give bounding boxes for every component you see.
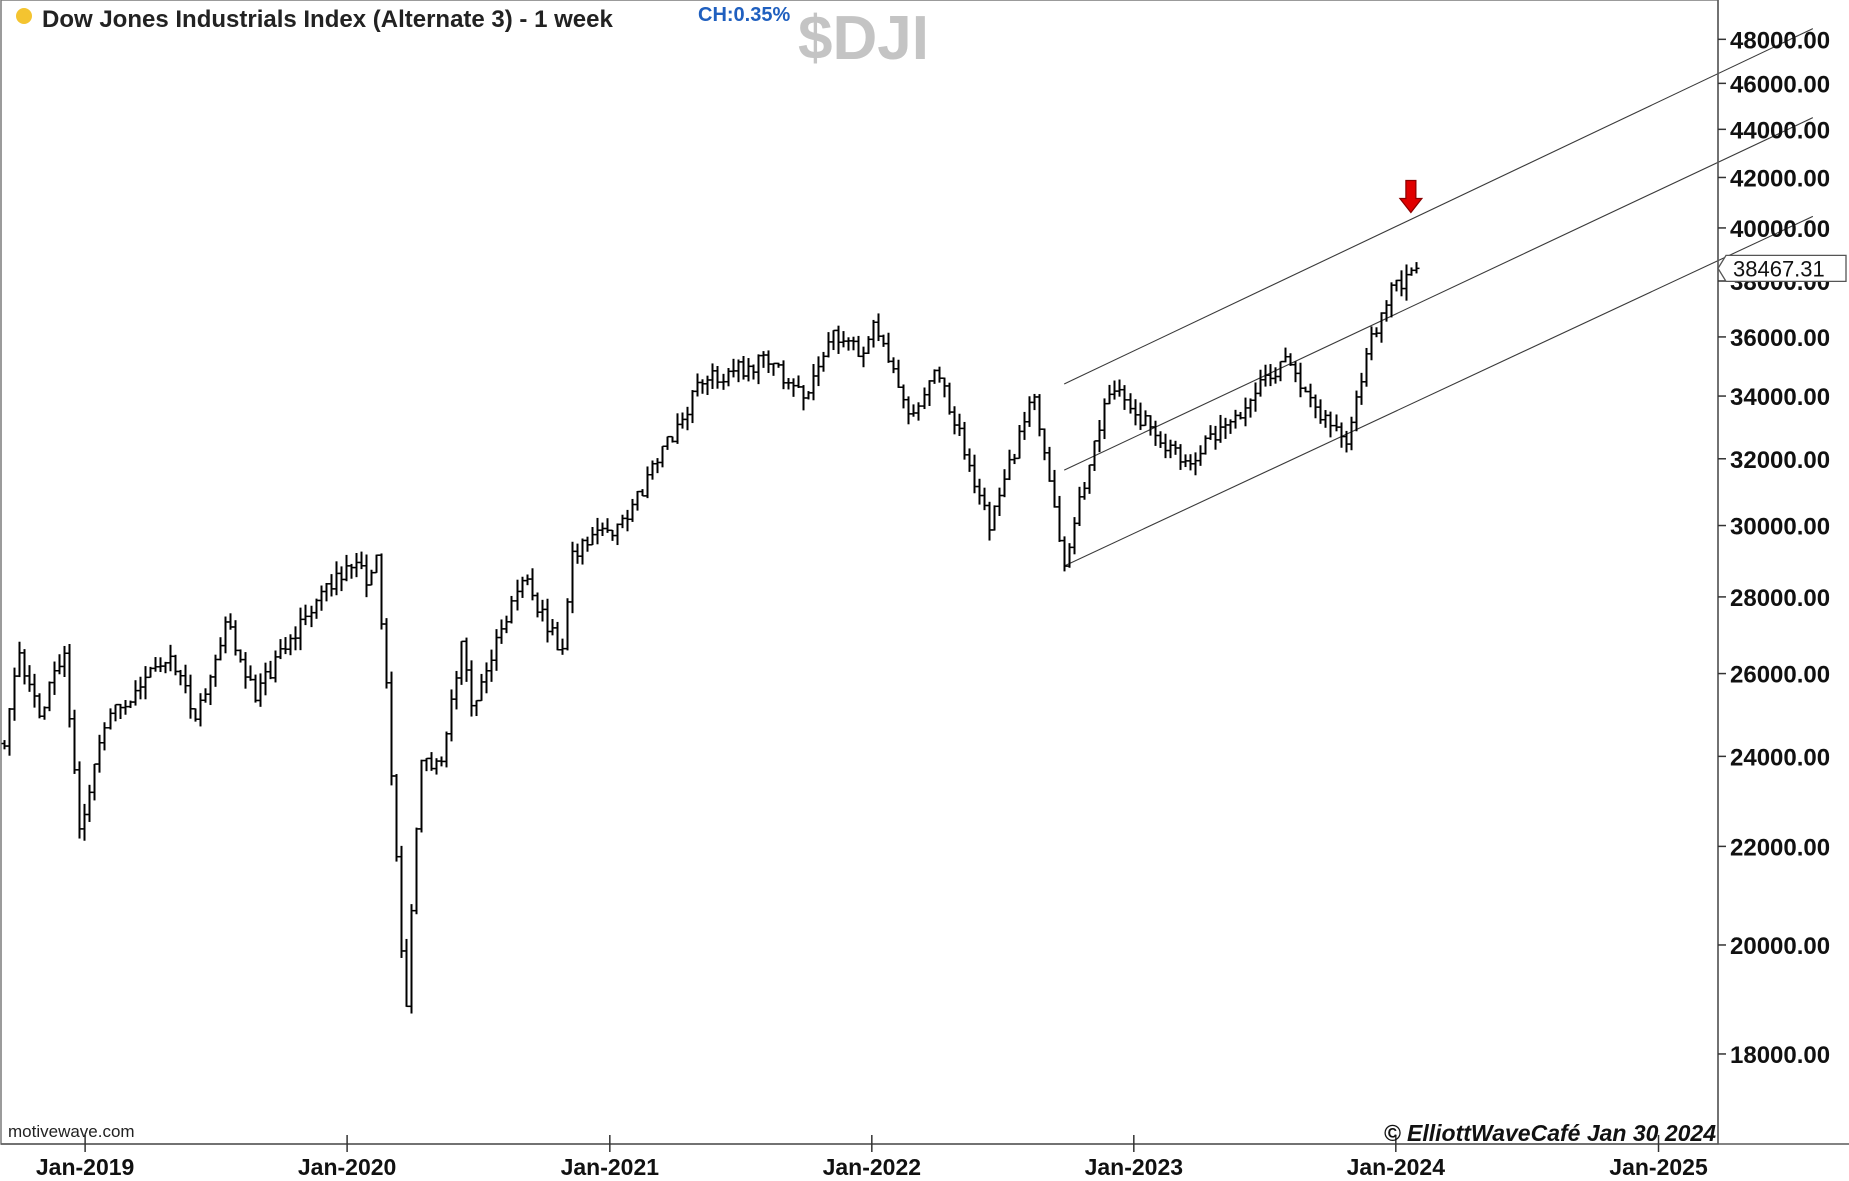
- y-tick-label: 42000.00: [1730, 165, 1830, 192]
- y-tick-label: 22000.00: [1730, 834, 1830, 861]
- y-tick-label: 34000.00: [1730, 384, 1830, 411]
- x-tick-label: Jan-2022: [823, 1154, 921, 1176]
- y-tick-label: 30000.00: [1730, 514, 1830, 541]
- ohlc-bar: [1413, 262, 1420, 274]
- ohlc-bar: [915, 402, 922, 421]
- channel-line: [1063, 117, 1814, 471]
- ohlc-bar: [101, 722, 108, 751]
- y-axis: 18000.00 20000.00 22000.00 24000.00 26000.00…: [1717, 0, 1830, 1144]
- y-tick-label: 32000.00: [1730, 447, 1830, 474]
- x-tick-label: Jan-2023: [1085, 1154, 1183, 1176]
- ohlc-bar: [508, 595, 515, 624]
- chart-title: Dow Jones Industrials Index (Alternate 3…: [42, 6, 613, 33]
- x-tick-label: Jan-2025: [1609, 1154, 1708, 1176]
- channel-lines: [1063, 28, 1814, 567]
- x-tick-label: Jan-2020: [298, 1154, 396, 1176]
- ohlc-bar: [1121, 385, 1128, 410]
- symbol-watermark: $DJI: [798, 4, 929, 73]
- last-price-flag: [1717, 254, 1847, 283]
- y-tick-label: 36000.00: [1730, 325, 1830, 352]
- ohlc-bar: [714, 366, 721, 389]
- source-label: motivewave.com: [8, 1122, 135, 1141]
- change-percent: CH:0.35%: [698, 4, 790, 26]
- x-tick-label: Jan-2019: [36, 1154, 134, 1176]
- status-dot: [16, 8, 32, 24]
- y-tick-label: 18000.00: [1730, 1042, 1830, 1069]
- y-tick-label: 46000.00: [1730, 71, 1830, 98]
- plot-frame: [0, 0, 1719, 1145]
- channel-line: [1063, 215, 1814, 567]
- x-tick-label: Jan-2024: [1347, 1154, 1446, 1176]
- y-tick-label: 48000.00: [1730, 27, 1830, 54]
- y-tick-label: 40000.00: [1730, 216, 1830, 243]
- ohlc-bar: [302, 604, 309, 626]
- price-bars: [1, 262, 1420, 1014]
- y-tick-label: 20000.00: [1730, 933, 1830, 960]
- y-tick-label: 44000.00: [1730, 117, 1830, 144]
- copyright-label: © ElliottWaveCafé Jan 30 2024: [1384, 1120, 1716, 1146]
- y-tick-label: 24000.00: [1730, 744, 1830, 771]
- x-tick-label: Jan-2021: [561, 1154, 660, 1176]
- channel-line: [1063, 28, 1814, 385]
- down-arrow-icon: [1398, 179, 1424, 214]
- y-tick-label: 28000.00: [1730, 585, 1830, 612]
- y-tick-label: 26000.00: [1730, 662, 1830, 689]
- last-price-label: 38467.31: [1733, 256, 1825, 281]
- ohlc-bar: [1327, 411, 1334, 438]
